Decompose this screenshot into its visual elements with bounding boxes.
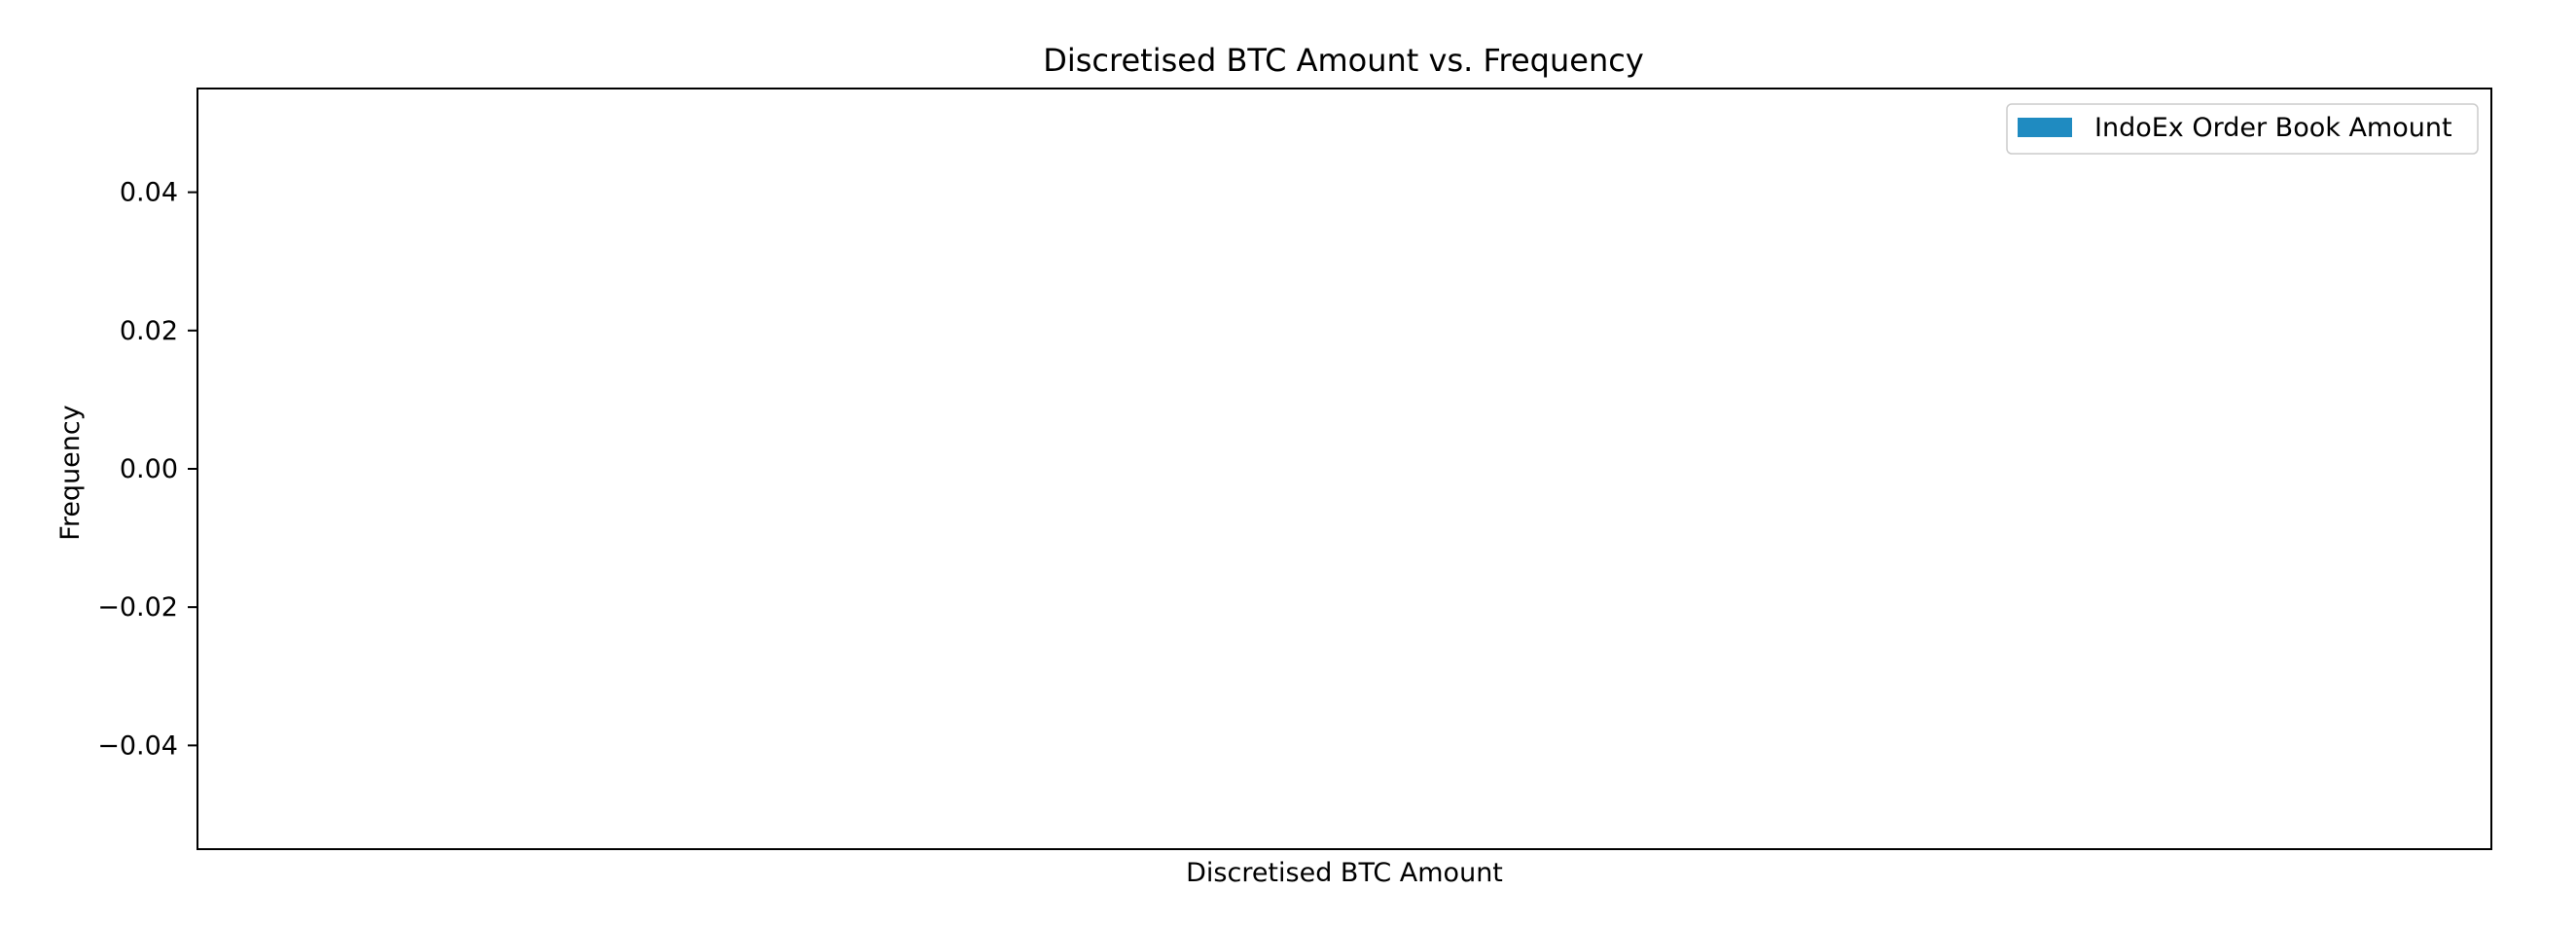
legend: IndoEx Order Book Amount <box>2006 103 2479 155</box>
y-tick-label: −0.04 <box>97 730 178 761</box>
legend-label: IndoEx Order Book Amount <box>2094 113 2452 143</box>
x-axis-label: Discretised BTC Amount <box>1186 858 1503 888</box>
y-tick-label: 0.00 <box>120 454 178 484</box>
plot-area: 0.04 0.02 0.00 −0.02 −0.04 <box>97 88 2492 850</box>
y-axis-ticks: 0.04 0.02 0.00 −0.02 −0.04 <box>97 178 197 761</box>
legend-swatch <box>2018 118 2072 137</box>
y-tick-label: −0.02 <box>97 592 178 623</box>
y-tick-label: 0.02 <box>120 316 178 346</box>
legend-frame <box>2006 103 2479 155</box>
chart-title: Discretised BTC Amount vs. Frequency <box>1043 42 1644 79</box>
y-axis-label: Frequency <box>55 405 86 541</box>
y-tick-label: 0.04 <box>120 178 178 208</box>
